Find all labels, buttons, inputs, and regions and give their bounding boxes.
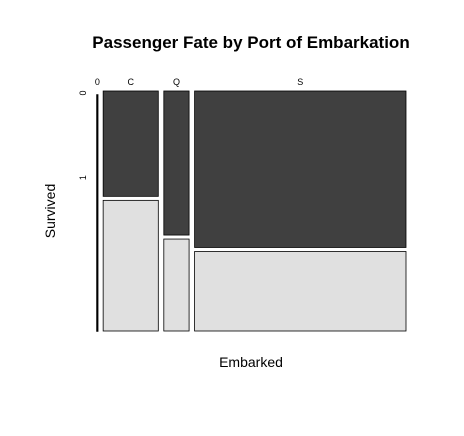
mosaic-cell	[194, 251, 407, 332]
mosaic-cell	[194, 90, 407, 248]
mosaic-cell	[163, 90, 190, 236]
column-label: C	[127, 77, 134, 87]
column-label: S	[297, 77, 303, 87]
row-label: 0	[78, 90, 88, 95]
row-label: 1	[78, 175, 88, 180]
column-label: 0	[95, 77, 100, 87]
mosaic-cell	[96, 94, 99, 332]
x-axis-label: Embarked	[219, 354, 283, 370]
mosaic-cell	[102, 90, 159, 197]
y-axis-label: Survived	[42, 184, 58, 238]
chart-title: Passenger Fate by Port of Embarkation	[92, 33, 409, 52]
mosaic-cell	[163, 238, 190, 332]
column-label: Q	[173, 77, 180, 87]
mosaic-cell	[102, 199, 159, 332]
